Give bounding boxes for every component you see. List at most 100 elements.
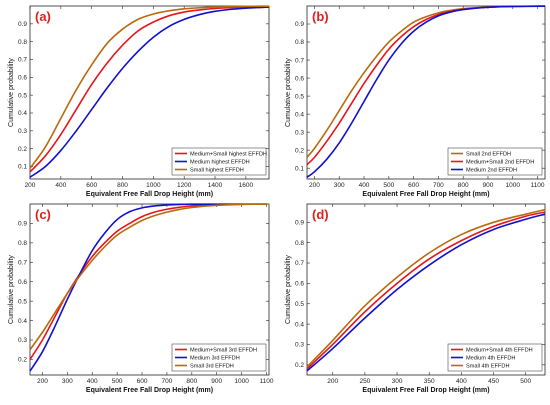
y-tick-label: 0.9 xyxy=(295,220,304,227)
x-tick-label: 800 xyxy=(458,182,469,189)
y-tick-label: 0.1 xyxy=(18,164,27,171)
series-line-3 xyxy=(306,5,546,178)
y-tick-label: 0.6 xyxy=(18,279,27,286)
x-tick-label: 800 xyxy=(117,182,128,189)
y-tick-label: 0.3 xyxy=(295,342,304,349)
x-tick-label: 600 xyxy=(86,182,97,189)
series-line-2 xyxy=(29,6,270,178)
legend-entry: Medium+Small 2nd EFFDH xyxy=(466,160,534,166)
y-axis-label: Cumulative probability xyxy=(8,255,15,324)
x-tick-label: 300 xyxy=(334,182,345,189)
series-line-2 xyxy=(29,203,267,372)
x-tick-label: 900 xyxy=(483,182,494,189)
y-tick-label: 0.4 xyxy=(295,321,304,328)
y-tick-label: 0.7 xyxy=(18,57,27,64)
legend: Medium+Small 4th EFFDH Medium 4th EFFDH Sm… xyxy=(447,343,543,372)
panel-label: (b) xyxy=(312,9,329,24)
y-tick-label: 0.8 xyxy=(295,39,304,46)
legend-box xyxy=(447,147,543,176)
x-tick-label: 1100 xyxy=(260,378,274,385)
y-tick-label: 0.7 xyxy=(18,259,27,266)
x-axis-label: Equivalent Free Fall Drop Height (mm) xyxy=(86,387,213,394)
y-tick-label: 0.8 xyxy=(18,240,27,247)
y-tick-label: 0.4 xyxy=(18,110,27,117)
y-tick-label: 0.3 xyxy=(295,129,304,136)
legend-entry: Medium 2nd EFFDH xyxy=(466,168,517,174)
legend-entry: Small 3rd EFFDH xyxy=(190,364,234,370)
y-axis-label: Cumulative probability xyxy=(285,58,292,127)
x-tick-label: 450 xyxy=(488,378,499,385)
y-tick-label: 0.4 xyxy=(295,111,304,118)
x-tick-label: 1000 xyxy=(146,182,161,189)
legend-entry: Small 4th EFFDH xyxy=(466,364,510,370)
x-tick-label: 600 xyxy=(408,182,419,189)
x-tick-label: 1400 xyxy=(208,182,223,189)
legend-entry: Medium+Small 4th EFFDH xyxy=(466,348,533,354)
x-tick-label: 1200 xyxy=(177,182,192,189)
x-tick-label: 1100 xyxy=(531,182,545,189)
legend-box xyxy=(171,147,267,176)
y-tick-label: 0.6 xyxy=(295,75,304,82)
y-tick-label: 0.5 xyxy=(18,92,27,99)
x-axis-label: Equivalent Free Fall Drop Height (mm) xyxy=(362,191,489,198)
x-tick-label: 500 xyxy=(112,378,123,385)
legend-entry: Medium 3rd EFFDH xyxy=(190,356,240,362)
y-tick-label: 0.2 xyxy=(295,147,304,154)
y-tick-label: 0.7 xyxy=(295,260,304,267)
x-tick-label: 900 xyxy=(211,378,222,385)
y-tick-label: 0.2 xyxy=(295,362,304,369)
x-tick-label: 700 xyxy=(161,378,172,385)
y-tick-label: 0.8 xyxy=(295,240,304,247)
x-tick-label: 400 xyxy=(87,378,98,385)
series-line-3 xyxy=(306,208,546,368)
y-tick-label: 0.2 xyxy=(18,146,27,153)
legend: Small 2nd EFFDH Medium+Small 2nd EFFDH Med… xyxy=(447,147,543,176)
x-tick-label: 1000 xyxy=(506,182,521,189)
y-tick-label: 0.3 xyxy=(18,128,27,135)
y-tick-label: 0.6 xyxy=(295,281,304,288)
x-tick-label: 400 xyxy=(456,378,467,385)
x-tick-label: 200 xyxy=(25,182,36,189)
panel-label: (a) xyxy=(35,9,51,24)
y-tick-label: 0.5 xyxy=(295,301,304,308)
legend: Medium+Small highest EFFDH Medium highest… xyxy=(171,147,267,176)
panel-4: 200 250 300 350 400 450 500 0.2 0.3 0.4 0.5 0.6 0.7 0… xyxy=(285,203,546,394)
legend-box xyxy=(447,343,543,372)
x-tick-label: 1000 xyxy=(234,378,249,385)
legend-entry: Small highest EFFDH xyxy=(190,168,244,174)
y-tick-label: 0.7 xyxy=(295,57,304,64)
y-tick-label: 0.4 xyxy=(18,318,27,325)
x-tick-label: 300 xyxy=(392,378,403,385)
legend-entry: Small 2nd EFFDH xyxy=(466,152,511,158)
y-axis-label: Cumulative probability xyxy=(8,58,15,127)
series-line-1 xyxy=(306,211,546,370)
x-tick-label: 700 xyxy=(433,182,444,189)
series-line-3 xyxy=(29,203,267,351)
x-tick-label: 200 xyxy=(327,378,338,385)
x-tick-label: 200 xyxy=(309,182,320,189)
y-axis-label: Cumulative probability xyxy=(285,255,292,324)
y-tick-label: 0.9 xyxy=(18,221,27,228)
panel-label: (d) xyxy=(312,207,329,222)
x-tick-label: 350 xyxy=(424,378,435,385)
y-tick-label: 0.9 xyxy=(18,21,27,28)
x-tick-label: 600 xyxy=(137,378,148,385)
x-tick-label: 500 xyxy=(520,378,531,385)
series-line-1 xyxy=(29,5,270,173)
legend-entry: Medium+Small 3rd EFFDH xyxy=(190,348,257,354)
y-tick-label: 0.8 xyxy=(18,39,27,46)
y-tick-label: 0.9 xyxy=(295,21,304,28)
legend-entry: Medium 4th EFFDH xyxy=(466,356,515,362)
panel-3: 200 300 400 500 600 700 800 900 1000 1100 0.2 0.3 0.… xyxy=(8,203,274,394)
x-axis-label: Equivalent Free Fall Drop Height (mm) xyxy=(362,387,489,394)
legend-entry: Medium highest EFFDH xyxy=(190,160,250,166)
x-tick-label: 800 xyxy=(186,378,197,385)
y-tick-label: 0.2 xyxy=(18,357,27,364)
x-axis-label: Equivalent Free Fall Drop Height (mm) xyxy=(86,191,213,198)
y-tick-label: 0.5 xyxy=(18,298,27,305)
panel-label: (c) xyxy=(35,207,51,222)
x-tick-label: 250 xyxy=(359,378,370,385)
x-tick-label: 500 xyxy=(383,182,394,189)
y-tick-label: 0.1 xyxy=(295,165,304,172)
